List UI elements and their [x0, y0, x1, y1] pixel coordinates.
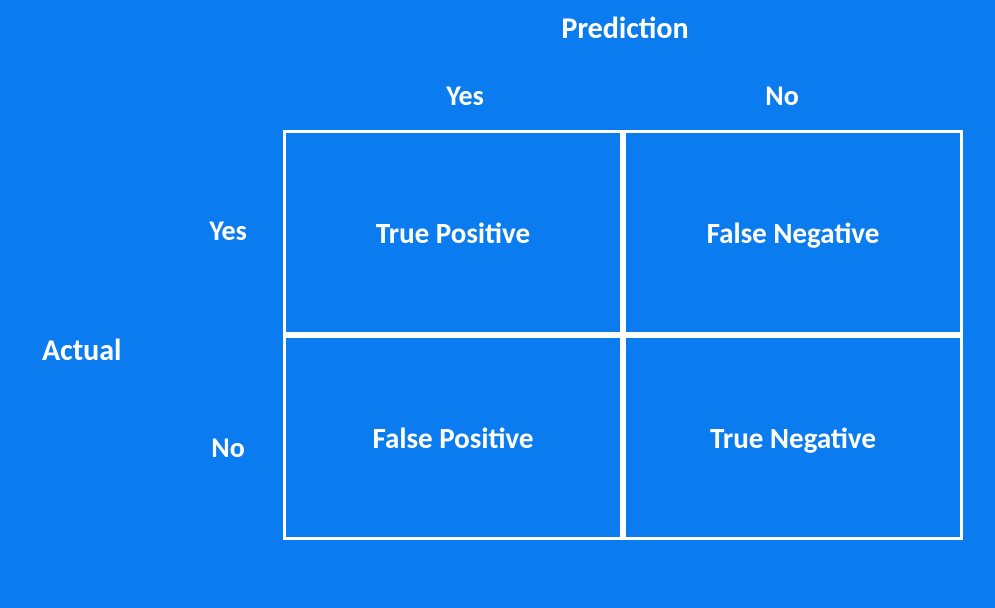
confusion-matrix-canvas: Prediction Yes No Actual Yes No True Pos… [0, 0, 995, 608]
cell-false-negative: False Negative [623, 130, 963, 335]
confusion-matrix-grid: True Positive False Negative False Posit… [283, 130, 963, 540]
column-label-yes: Yes [405, 78, 525, 113]
cell-true-positive: True Positive [283, 130, 623, 335]
prediction-header: Prediction [495, 10, 755, 47]
row-label-yes: Yes [188, 213, 268, 248]
actual-header: Actual [42, 332, 121, 369]
column-label-no: No [722, 78, 842, 113]
row-label-no: No [188, 430, 268, 465]
cell-false-positive: False Positive [283, 335, 623, 540]
cell-true-negative: True Negative [623, 335, 963, 540]
